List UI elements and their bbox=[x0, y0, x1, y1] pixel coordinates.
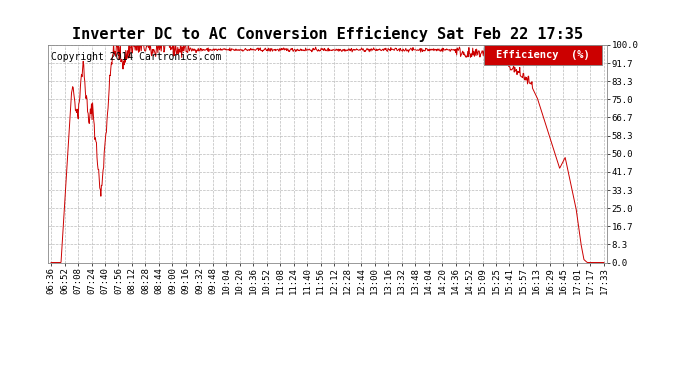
Text: Efficiency  (%): Efficiency (%) bbox=[496, 50, 590, 60]
Text: Copyright 2014 Cartronics.com: Copyright 2014 Cartronics.com bbox=[51, 51, 221, 62]
Title: Inverter DC to AC Conversion Efficiency Sat Feb 22 17:35: Inverter DC to AC Conversion Efficiency … bbox=[72, 27, 583, 42]
FancyBboxPatch shape bbox=[484, 45, 602, 64]
